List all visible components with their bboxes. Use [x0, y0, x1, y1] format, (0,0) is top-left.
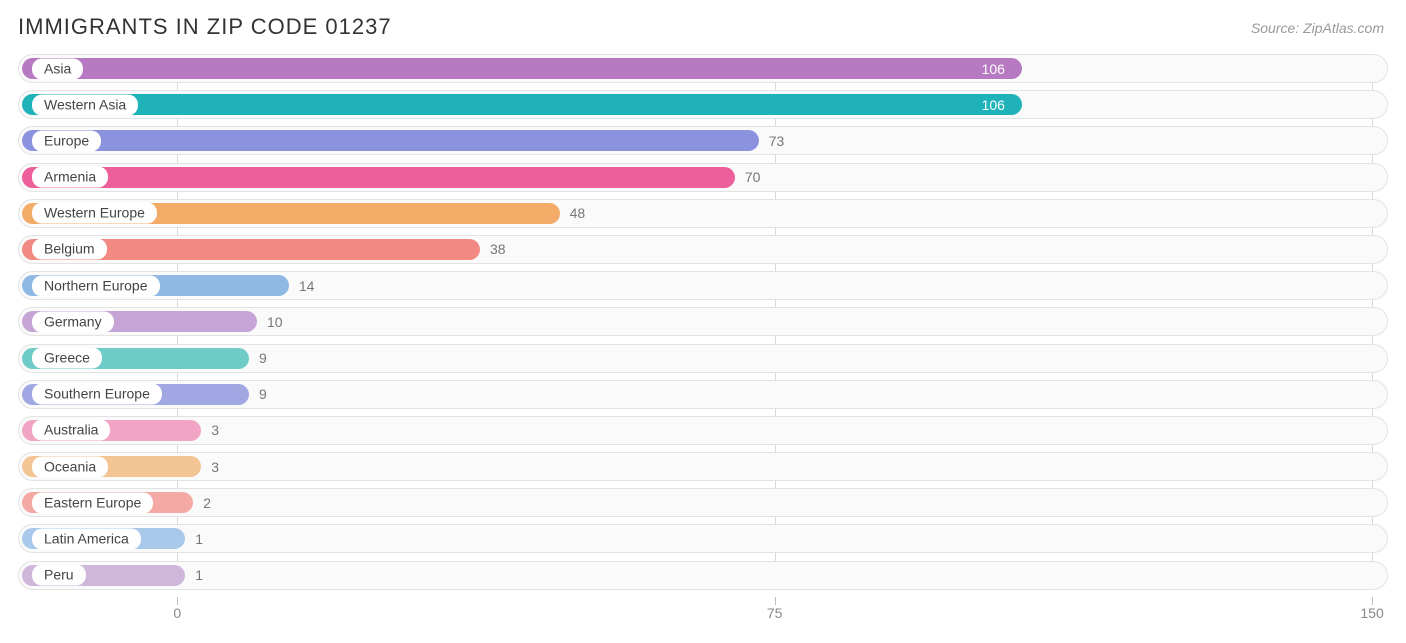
- bar-value-label: 1: [195, 567, 203, 583]
- bar-value-label: 14: [299, 278, 315, 294]
- bar-row: Western Asia 106: [18, 90, 1388, 119]
- bar-row: Asia 106: [18, 54, 1388, 83]
- bar-row: Peru 1: [18, 561, 1388, 590]
- bar-value-label: 70: [745, 169, 761, 185]
- bar: [22, 130, 759, 151]
- chart-source: Source: ZipAtlas.com: [1251, 14, 1384, 36]
- bar-row: Europe 73: [18, 126, 1388, 155]
- bar-track: [18, 416, 1388, 445]
- bar-row: Greece 9: [18, 344, 1388, 373]
- bar-category-pill: Greece: [32, 348, 102, 369]
- bar-value-label: 106: [982, 97, 1005, 113]
- bar-category-pill: Northern Europe: [32, 275, 160, 296]
- bar: [22, 58, 1022, 79]
- bar-category-pill: Oceania: [32, 456, 108, 477]
- bar-row: Eastern Europe 2: [18, 488, 1388, 517]
- axis-label: 0: [173, 605, 181, 621]
- bar-category-pill: Eastern Europe: [32, 492, 153, 513]
- bar-category-pill: Armenia: [32, 167, 108, 188]
- bar-value-label: 2: [203, 495, 211, 511]
- bar-category-pill: Belgium: [32, 239, 107, 260]
- bar: [22, 94, 1022, 115]
- bar-category-pill: Australia: [32, 420, 110, 441]
- axis-tick: [177, 597, 178, 605]
- bar-value-label: 38: [490, 241, 506, 257]
- bar-category-pill: Peru: [32, 565, 86, 586]
- chart-plot: Asia 106 Western Asia 106 Europe 73 Armenia 70 W…: [18, 54, 1388, 590]
- bar-track: [18, 524, 1388, 553]
- bar-category-pill: Europe: [32, 130, 101, 151]
- bar-value-label: 48: [570, 205, 586, 221]
- x-axis: 0 75 150: [18, 595, 1388, 625]
- bar-category-pill: Latin America: [32, 528, 141, 549]
- bar-row: Southern Europe 9: [18, 380, 1388, 409]
- bar-value-label: 3: [211, 459, 219, 475]
- bar-category-pill: Western Asia: [32, 94, 138, 115]
- bar-value-label: 10: [267, 314, 283, 330]
- chart-title: IMMIGRANTS IN ZIP CODE 01237: [18, 14, 392, 40]
- bar-row: Western Europe 48: [18, 199, 1388, 228]
- bar-value-label: 106: [982, 61, 1005, 77]
- bar-category-pill: Asia: [32, 58, 83, 79]
- bar-value-label: 1: [195, 531, 203, 547]
- bar-track: [18, 452, 1388, 481]
- bar-value-label: 73: [769, 133, 785, 149]
- bar-category-pill: Western Europe: [32, 203, 157, 224]
- axis-label: 75: [767, 605, 783, 621]
- bar-row: Armenia 70: [18, 163, 1388, 192]
- axis-tick: [775, 597, 776, 605]
- axis-label: 150: [1360, 605, 1383, 621]
- bar-value-label: 9: [259, 350, 267, 366]
- bar-row: Australia 3: [18, 416, 1388, 445]
- bar-row: Belgium 38: [18, 235, 1388, 264]
- axis-tick: [1372, 597, 1373, 605]
- bar-category-pill: Germany: [32, 311, 114, 332]
- chart-area: Asia 106 Western Asia 106 Europe 73 Armenia 70 W…: [0, 46, 1406, 625]
- bar-value-label: 9: [259, 386, 267, 402]
- bar-track: [18, 561, 1388, 590]
- bar-value-label: 3: [211, 422, 219, 438]
- bar-category-pill: Southern Europe: [32, 384, 162, 405]
- bar-row: Germany 10: [18, 307, 1388, 336]
- bar-row: Latin America 1: [18, 524, 1388, 553]
- bar-track: [18, 488, 1388, 517]
- bar-row: Oceania 3: [18, 452, 1388, 481]
- bar: [22, 167, 735, 188]
- bar-row: Northern Europe 14: [18, 271, 1388, 300]
